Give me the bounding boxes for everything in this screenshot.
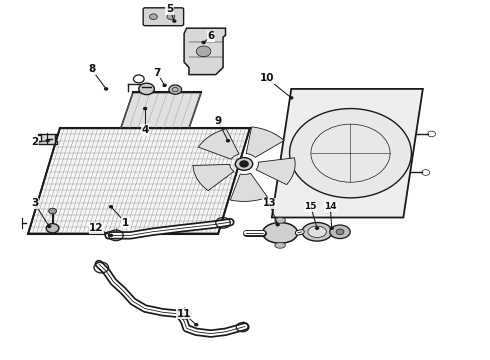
Text: 10: 10 xyxy=(260,73,274,83)
Circle shape xyxy=(173,20,176,22)
Polygon shape xyxy=(272,89,423,217)
Circle shape xyxy=(169,85,182,94)
Polygon shape xyxy=(121,93,201,128)
Text: 5: 5 xyxy=(166,4,173,14)
Circle shape xyxy=(167,14,175,19)
Text: 11: 11 xyxy=(177,309,192,319)
Circle shape xyxy=(48,225,50,228)
Circle shape xyxy=(235,158,253,170)
Ellipse shape xyxy=(275,217,286,223)
Circle shape xyxy=(46,224,59,233)
Text: 15: 15 xyxy=(304,202,317,211)
Polygon shape xyxy=(246,127,284,157)
Polygon shape xyxy=(256,158,295,185)
Circle shape xyxy=(276,224,279,226)
Circle shape xyxy=(105,88,108,90)
Ellipse shape xyxy=(275,243,286,248)
Ellipse shape xyxy=(308,226,326,238)
Circle shape xyxy=(316,227,318,229)
Ellipse shape xyxy=(302,222,332,241)
Circle shape xyxy=(110,234,113,237)
Circle shape xyxy=(226,140,229,142)
FancyBboxPatch shape xyxy=(143,8,184,26)
Circle shape xyxy=(110,206,113,208)
Ellipse shape xyxy=(330,225,350,239)
Circle shape xyxy=(49,208,56,214)
Text: 14: 14 xyxy=(324,202,337,211)
Polygon shape xyxy=(193,165,234,191)
Text: 9: 9 xyxy=(215,116,222,126)
Circle shape xyxy=(144,108,147,110)
Circle shape xyxy=(163,84,166,86)
Polygon shape xyxy=(230,173,268,201)
Circle shape xyxy=(202,41,205,44)
Text: 13: 13 xyxy=(263,198,276,208)
Text: 8: 8 xyxy=(88,64,95,74)
Circle shape xyxy=(330,227,333,229)
Text: 12: 12 xyxy=(89,223,104,233)
Circle shape xyxy=(290,97,293,99)
Circle shape xyxy=(240,161,248,167)
Text: 6: 6 xyxy=(207,31,215,41)
Circle shape xyxy=(336,229,344,235)
Circle shape xyxy=(46,140,49,142)
Text: 2: 2 xyxy=(31,138,38,148)
Polygon shape xyxy=(184,28,225,75)
Circle shape xyxy=(290,109,412,198)
Text: 3: 3 xyxy=(31,198,38,208)
Circle shape xyxy=(196,46,211,57)
Circle shape xyxy=(149,14,157,19)
Ellipse shape xyxy=(263,222,297,243)
Text: 7: 7 xyxy=(153,68,161,78)
Text: 4: 4 xyxy=(142,125,149,135)
Polygon shape xyxy=(38,134,57,144)
Polygon shape xyxy=(198,129,239,159)
Text: 1: 1 xyxy=(122,218,129,228)
Polygon shape xyxy=(28,128,250,234)
Circle shape xyxy=(195,324,198,326)
Circle shape xyxy=(139,83,154,95)
